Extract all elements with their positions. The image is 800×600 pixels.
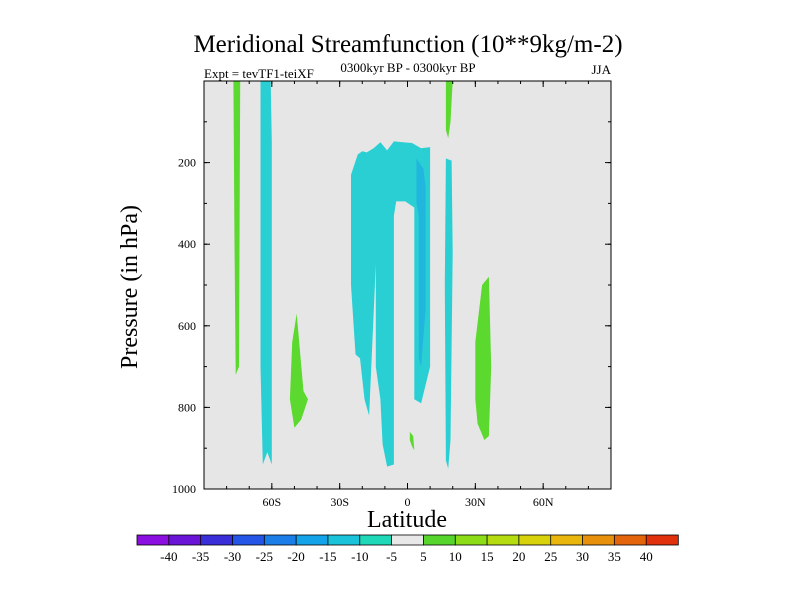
colorbar-swatch	[423, 534, 456, 546]
y-tick-label: 200	[178, 156, 196, 170]
colorbar-label: 5	[420, 549, 427, 564]
period-label: 0300kyr BP - 0300kyr BP	[340, 60, 475, 75]
contour-region-2	[380, 158, 394, 208]
colorbar-label: -10	[351, 549, 368, 564]
contour-region-3	[416, 158, 426, 367]
y-tick-label: 400	[178, 237, 196, 251]
colorbar-label: 10	[449, 549, 462, 564]
contour-region-5	[233, 81, 241, 375]
y-axis-label: Pressure (in hPa)	[117, 205, 143, 369]
colorbar-label: 15	[481, 549, 494, 564]
colorbar: -40 -35 -30 -25 -20 -15 -10 -5 5 10 15 20 25 30 35 40	[136, 534, 679, 564]
colorbar-swatch	[295, 534, 329, 546]
colorbar-swatch	[518, 534, 552, 546]
colorbar-swatch	[136, 534, 170, 546]
colorbar-label: 25	[544, 549, 557, 564]
colorbar-swatch	[232, 534, 265, 546]
colorbar-label: 40	[640, 549, 653, 564]
colorbar-label: 35	[608, 549, 621, 564]
expt-label: Expt = tevTF1-teiXF	[204, 66, 314, 81]
colorbar-swatch	[263, 534, 297, 546]
y-axis-ticks: 200 400 600 800 1000	[172, 121, 611, 496]
y-tick-label: 600	[178, 319, 196, 333]
x-tick-label: 60S	[262, 495, 281, 509]
contour-regions	[233, 81, 492, 469]
colorbar-swatch	[645, 534, 679, 546]
colorbar-swatch	[582, 534, 616, 546]
season-label: JJA	[591, 62, 611, 77]
colorbar-label: 20	[512, 549, 525, 564]
colorbar-label: -35	[192, 549, 209, 564]
contour-region-1	[351, 141, 431, 467]
contour-region-4	[444, 158, 453, 469]
colorbar-swatch	[168, 534, 202, 546]
colorbar-swatch	[613, 534, 647, 546]
colorbar-swatch	[486, 534, 520, 546]
colorbar-swatch	[200, 534, 234, 546]
x-tick-label: 30S	[330, 495, 349, 509]
colorbar-label: -15	[319, 549, 336, 564]
colorbar-label: -30	[224, 549, 241, 564]
colorbar-swatch	[391, 534, 425, 546]
colorbar-swatch	[327, 534, 361, 546]
chart-title: Meridional Streamfunction (10**9kg/m-2)	[193, 31, 622, 58]
contour-region-7	[475, 276, 492, 440]
x-axis-ticks: 60S 30S 0 30N 60N	[203, 81, 612, 509]
colorbar-swatch	[550, 534, 584, 546]
colorbar-swatch	[454, 534, 488, 546]
x-tick-label: 0	[405, 495, 411, 509]
colorbar-swatch	[359, 534, 393, 546]
colorbar-label: -40	[160, 549, 177, 564]
x-tick-label: 60N	[533, 495, 554, 509]
contour-region-0	[260, 81, 272, 465]
x-tick-label: 30N	[465, 495, 486, 509]
contour-region-6	[289, 313, 308, 428]
y-tick-label: 1000	[172, 482, 196, 496]
x-axis-label: Latitude	[367, 507, 447, 533]
contour-region-9	[409, 431, 415, 451]
y-tick-label: 800	[178, 400, 196, 414]
colorbar-label: -20	[287, 549, 304, 564]
contour-region-8	[445, 81, 453, 139]
colorbar-label: 30	[576, 549, 589, 564]
colorbar-label: -5	[386, 549, 397, 564]
colorbar-label: -25	[256, 549, 273, 564]
